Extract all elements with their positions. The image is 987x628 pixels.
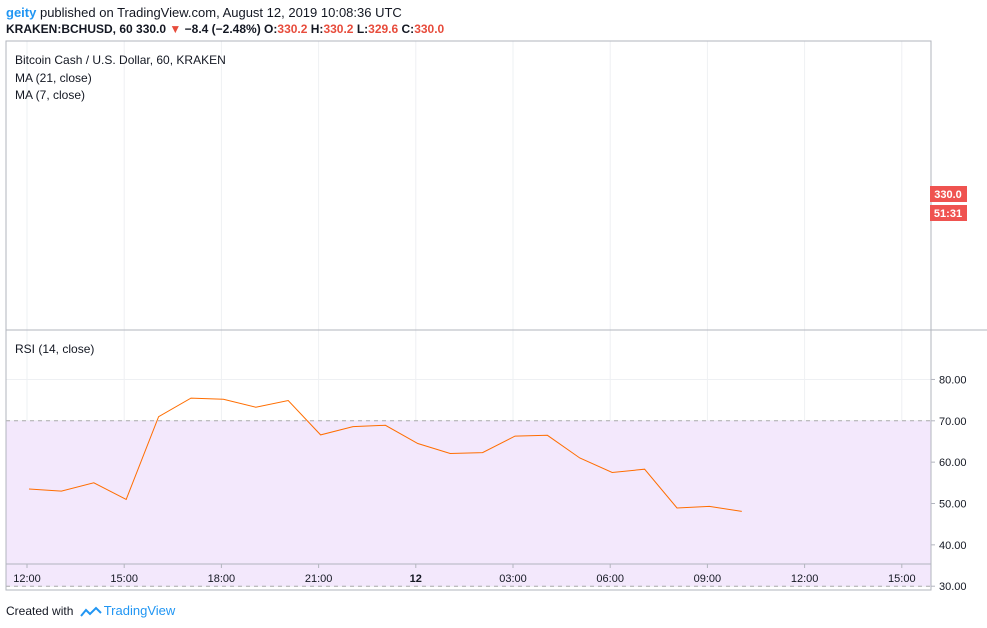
time-tick-label: 12:00	[791, 573, 819, 585]
time-tick-label: 21:00	[305, 573, 333, 585]
time-axis: 12:00 15:00 18:00 21:00 12 03:00 06:00 09:00 12:…	[13, 564, 916, 585]
time-tick-label: 12:00	[13, 573, 41, 585]
chart-title: Bitcoin Cash / U.S. Dollar, 60, KRAKEN	[15, 53, 226, 67]
open-value: 330.2	[277, 22, 308, 36]
close-value: 330.0	[414, 22, 445, 36]
tradingview-logo-icon	[79, 606, 102, 617]
low-value: 329.6	[368, 22, 399, 36]
rsi-tick-label: 70.00	[939, 416, 967, 428]
published-text: published on TradingView.com, August 12,…	[39, 5, 402, 20]
open-label: O:	[264, 22, 278, 36]
legend-ma21[interactable]: MA (21, close)	[15, 71, 92, 85]
rsi-axis: 30.00 40.00 50.00 60.00 70.00 80.00	[931, 374, 967, 593]
rsi-tick-label: 50.00	[939, 499, 967, 511]
rsi-tick-label: 40.00	[939, 540, 967, 552]
footer: Created with TradingView	[6, 603, 175, 618]
author-name[interactable]: geity	[6, 5, 37, 20]
time-tick-label: 18:00	[208, 573, 236, 585]
time-tick-label: 15:00	[110, 573, 138, 585]
time-tick-label: 03:00	[499, 573, 527, 585]
price-change: −8.4 (−2.48%)	[184, 22, 261, 36]
symbol-label: KRAKEN:BCHUSD, 60	[6, 22, 133, 36]
rsi-tick-label: 30.00	[939, 581, 967, 593]
close-label: C:	[401, 22, 415, 36]
rsi-band-lines	[6, 420, 931, 587]
price-badge-value: 330.0	[934, 189, 962, 201]
low-label: L:	[356, 22, 369, 36]
created-with-label: Created with	[6, 604, 74, 618]
high-label: H:	[310, 22, 324, 36]
symbol-info-bar: KRAKEN:BCHUSD, 60 330.0 ▼ −8.4 (−2.48%) …	[6, 22, 444, 36]
last-price: 330.0	[136, 22, 167, 36]
time-tick-label: 15:00	[888, 573, 916, 585]
publish-info: geity published on TradingView.com, Augu…	[6, 5, 402, 20]
price-badge-countdown: 51:31	[934, 208, 962, 220]
brand-name[interactable]: TradingView	[103, 603, 176, 618]
legend-ma7[interactable]: MA (7, close)	[15, 88, 85, 102]
high-value: 330.2	[323, 22, 354, 36]
price-badge: 330.0 51:31	[930, 186, 967, 221]
time-tick-label: 06:00	[596, 573, 624, 585]
rsi-tick-label: 60.00	[939, 457, 967, 469]
series-line-rsi	[28, 397, 742, 512]
rsi-band	[6, 420, 931, 587]
rsi-tick-label: 80.00	[939, 374, 967, 386]
down-arrow-icon: ▼	[169, 22, 182, 36]
chart-frame	[5, 40, 987, 591]
legend-rsi[interactable]: RSI (14, close)	[15, 342, 94, 356]
time-tick-label: 09:00	[694, 573, 722, 585]
time-tick-label: 12	[410, 573, 422, 585]
